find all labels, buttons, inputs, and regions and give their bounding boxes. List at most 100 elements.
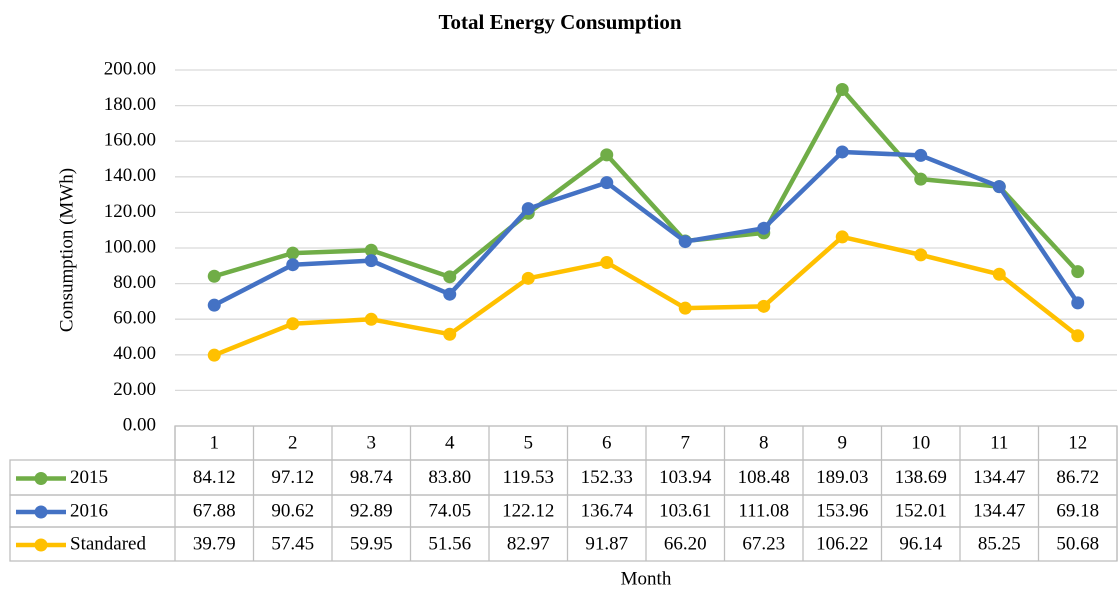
table-value: 111.08 — [738, 500, 789, 521]
x-tick-label: 5 — [524, 432, 534, 453]
table-value: 67.23 — [742, 533, 785, 554]
table-value: 122.12 — [502, 500, 554, 521]
series-line — [213, 87, 1080, 280]
x-tick-label: 10 — [911, 432, 930, 453]
table-value: 103.61 — [659, 500, 711, 521]
table-value: 59.95 — [350, 533, 393, 554]
data-point — [914, 248, 928, 262]
data-point — [1071, 329, 1085, 343]
y-tick-label: 80.00 — [113, 272, 156, 293]
data-point — [914, 148, 928, 162]
table-value: 92.89 — [350, 500, 393, 521]
table-value: 119.53 — [502, 467, 554, 488]
x-tick-label: 6 — [602, 432, 612, 453]
table-value: 108.48 — [738, 467, 790, 488]
y-tick-label: 0.00 — [123, 414, 156, 435]
chart-title: Total Energy Consumption — [438, 10, 681, 34]
data-point — [364, 254, 378, 268]
legend-marker — [34, 538, 48, 552]
table-value: 152.01 — [895, 500, 947, 521]
data-point — [757, 299, 771, 313]
table-value: 86.72 — [1056, 467, 1099, 488]
table-value: 189.03 — [816, 467, 868, 488]
data-point — [286, 246, 300, 260]
data-point — [600, 176, 614, 190]
data-point — [521, 271, 535, 285]
table-value: 103.94 — [659, 467, 712, 488]
x-tick-label: 8 — [759, 432, 769, 453]
data-point — [443, 327, 457, 341]
data-point — [914, 172, 928, 186]
table-value: 97.12 — [271, 467, 314, 488]
table-value: 138.69 — [895, 467, 947, 488]
data-point — [992, 180, 1006, 194]
table-value: 134.47 — [973, 500, 1025, 521]
y-tick-label: 200.00 — [104, 58, 156, 79]
data-point — [207, 298, 221, 312]
data-point — [835, 145, 849, 159]
data-point — [1071, 265, 1085, 279]
data-point — [521, 202, 535, 216]
y-tick-label: 160.00 — [104, 130, 156, 151]
table-row — [9, 526, 1118, 562]
data-point — [678, 235, 692, 249]
table-value: 74.05 — [428, 500, 471, 521]
data-point — [757, 221, 771, 235]
data-point — [992, 267, 1006, 281]
series-line — [213, 234, 1080, 358]
series-line — [213, 149, 1080, 308]
table-value: 51.56 — [428, 533, 471, 554]
x-tick-label: 2 — [288, 432, 298, 453]
table-row — [9, 494, 1118, 528]
x-tick-label: 12 — [1068, 432, 1087, 453]
y-tick-label: 180.00 — [104, 94, 156, 115]
table-value: 67.88 — [193, 500, 236, 521]
table-value: 84.12 — [193, 467, 236, 488]
table-value: 96.14 — [899, 533, 942, 554]
data-point — [443, 270, 457, 284]
data-point — [678, 301, 692, 315]
legend-marker — [34, 505, 48, 519]
table-value: 152.33 — [581, 467, 633, 488]
legend-label: Standared — [70, 533, 146, 554]
table-value: 57.45 — [271, 533, 314, 554]
data-point — [443, 287, 457, 301]
legend-marker — [34, 472, 48, 485]
table-value: 83.80 — [428, 467, 471, 488]
table-value: 66.20 — [664, 533, 707, 554]
x-tick-label: 4 — [445, 432, 455, 453]
legend-label: 2016 — [70, 500, 108, 521]
data-point — [835, 230, 849, 244]
x-tick-label: 1 — [210, 432, 220, 453]
x-tick-label: 11 — [990, 432, 1008, 453]
table-value: 153.96 — [816, 500, 868, 521]
data-point — [286, 317, 300, 331]
table-value: 98.74 — [350, 467, 393, 488]
table-value: 134.47 — [973, 467, 1025, 488]
data-point — [364, 243, 378, 257]
table-value: 39.79 — [193, 533, 236, 554]
data-point — [1071, 296, 1085, 310]
y-tick-label: 20.00 — [113, 379, 156, 400]
data-point — [364, 312, 378, 326]
y-tick-label: 140.00 — [104, 165, 156, 186]
y-tick-label: 120.00 — [104, 201, 156, 222]
data-point — [600, 148, 614, 162]
legend-label: 2015 — [70, 467, 108, 488]
table-value: 136.74 — [581, 500, 634, 521]
x-tick-label: 9 — [838, 432, 848, 453]
table-row — [9, 459, 1118, 496]
y-tick-label: 40.00 — [113, 343, 156, 364]
y-tick-label: 60.00 — [113, 308, 156, 329]
data-point — [207, 269, 221, 283]
data-point — [207, 348, 221, 362]
table-value: 69.18 — [1056, 500, 1099, 521]
y-tick-label: 100.00 — [104, 236, 156, 257]
data-point — [600, 255, 614, 269]
table-value: 85.25 — [978, 533, 1021, 554]
x-axis-label: Month — [621, 568, 672, 589]
y-axis-label: Consumption (MWh) — [56, 168, 77, 332]
data-point — [286, 258, 300, 272]
x-tick-label: 3 — [367, 432, 377, 453]
x-tick-label: 7 — [681, 432, 691, 453]
